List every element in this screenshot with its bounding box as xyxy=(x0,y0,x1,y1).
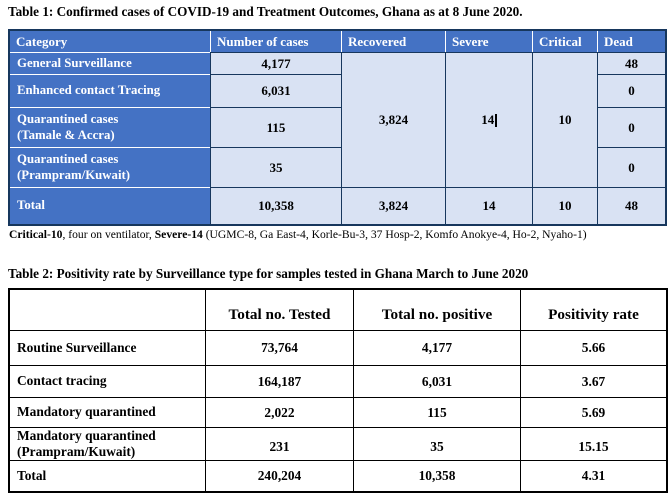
table2-positive-cell: 115 xyxy=(353,397,520,427)
table1-recovered-merged-cell: 3,824 xyxy=(341,52,445,187)
table2-total-label-cell: Total xyxy=(10,460,205,491)
table1-row-category: Quarantined cases (Tamale & Accra) xyxy=(10,107,210,147)
footnote-critical: Critical-10 xyxy=(9,228,63,241)
table2-total-tested: 240,204 xyxy=(205,460,353,491)
table2-rate-cell: 3.67 xyxy=(520,365,666,397)
table1-row-category: Enhanced contact Tracing xyxy=(10,74,210,107)
table2-positive-cell: 6,031 xyxy=(353,365,520,397)
table2-total-rate: 4.31 xyxy=(520,460,666,491)
table1-dead-cell: 0 xyxy=(597,74,665,107)
row-label: Contact tracing xyxy=(17,373,107,389)
table2-header-tested: Total no. Tested xyxy=(205,290,353,330)
table2-title: Table 2: Positivity rate by Surveillance… xyxy=(8,266,529,281)
table2-rate-cell: 5.69 xyxy=(520,397,666,427)
row-label: Mandatory quarantined xyxy=(17,404,156,420)
table1-cases-cell: 35 xyxy=(210,147,341,187)
table1-critical-merged-cell: 10 xyxy=(532,52,597,187)
table1-total-dead: 48 xyxy=(597,187,665,224)
category-label: Enhanced contact Tracing xyxy=(17,83,161,98)
table1-dead-cell: 0 xyxy=(597,147,665,187)
category-label: Quarantined cases xyxy=(17,112,119,127)
table1-total-severe: 14 xyxy=(445,187,532,224)
table2-row-label: Mandatory quarantined (Prampram/Kuwait) xyxy=(10,427,205,460)
table1-header-category: Category xyxy=(10,31,210,52)
table2-header-positive: Total no. positive xyxy=(353,290,520,330)
total-label: Total xyxy=(17,467,47,483)
table1-total-critical: 10 xyxy=(532,187,597,224)
table1-header-dead: Dead xyxy=(597,31,665,52)
footnote-severe: Severe-14 xyxy=(154,228,203,241)
table2-tested-cell: 231 xyxy=(205,427,353,460)
row-label: Routine Surveillance xyxy=(17,339,137,355)
table2-tested-cell: 164,187 xyxy=(205,365,353,397)
table1-header-critical: Critical xyxy=(532,31,597,52)
row-label-line2: (Prampram/Kuwait) xyxy=(17,444,136,459)
category-label: Quarantined cases xyxy=(17,152,119,167)
table1-covid-cases: Category Number of cases Recovered Sever… xyxy=(8,29,667,226)
table2-header-rate: Positivity rate xyxy=(520,290,666,330)
table1-cases-cell: 4,177 xyxy=(210,52,341,74)
table1-header-recovered: Recovered xyxy=(341,31,445,52)
table1-row-category: Quarantined cases (Prampram/Kuwait) xyxy=(10,147,210,187)
table2-tested-cell: 2,022 xyxy=(205,397,353,427)
severe-value: 14 xyxy=(481,112,495,127)
table2-tested-cell: 73,764 xyxy=(205,330,353,365)
table2-row-label: Contact tracing xyxy=(10,365,205,397)
table1-footnote: Critical-10, four on ventilator, Severe-… xyxy=(9,228,587,241)
table1-severe-merged-cell[interactable]: 14 xyxy=(445,52,532,187)
table1-total-recovered: 3,824 xyxy=(341,187,445,224)
table1-title: Table 1: Confirmed cases of COVID-19 and… xyxy=(8,4,523,19)
table1-cases-cell: 115 xyxy=(210,107,341,147)
table2-header-blank xyxy=(10,290,205,330)
table2-row-label: Mandatory quarantined xyxy=(10,397,205,427)
table1-cases-cell: 6,031 xyxy=(210,74,341,107)
category-label-line2: (Tamale & Accra) xyxy=(17,127,115,142)
table1-header-severe: Severe xyxy=(445,31,532,52)
category-label-line2: (Prampram/Kuwait) xyxy=(17,167,131,182)
table1-dead-cell: 48 xyxy=(597,52,665,74)
text-cursor xyxy=(495,113,497,127)
category-label: General Surveillance xyxy=(17,55,132,70)
table2-total-positive: 10,358 xyxy=(353,460,520,491)
table1-row-category: General Surveillance xyxy=(10,52,210,74)
table1-total-label-cell: Total xyxy=(10,187,210,224)
total-label: Total xyxy=(17,198,45,213)
row-label: Mandatory quarantined xyxy=(17,427,156,443)
table2-rate-cell: 15.15 xyxy=(520,427,666,460)
table2-positivity-rate: Total no. Tested Total no. positive Posi… xyxy=(8,288,668,493)
footnote-text: , four on ventilator, xyxy=(62,228,155,241)
table2-positive-cell: 35 xyxy=(353,427,520,460)
table2-rate-cell: 5.66 xyxy=(520,330,666,365)
footnote-text: (UGMC-8, Ga East-4, Korle-Bu-3, 37 Hosp-… xyxy=(202,228,587,241)
table1-header-cases: Number of cases xyxy=(210,31,341,52)
table1-total-cases: 10,358 xyxy=(210,187,341,224)
table1-dead-cell: 0 xyxy=(597,107,665,147)
table2-positive-cell: 4,177 xyxy=(353,330,520,365)
table2-row-label: Routine Surveillance xyxy=(10,330,205,365)
